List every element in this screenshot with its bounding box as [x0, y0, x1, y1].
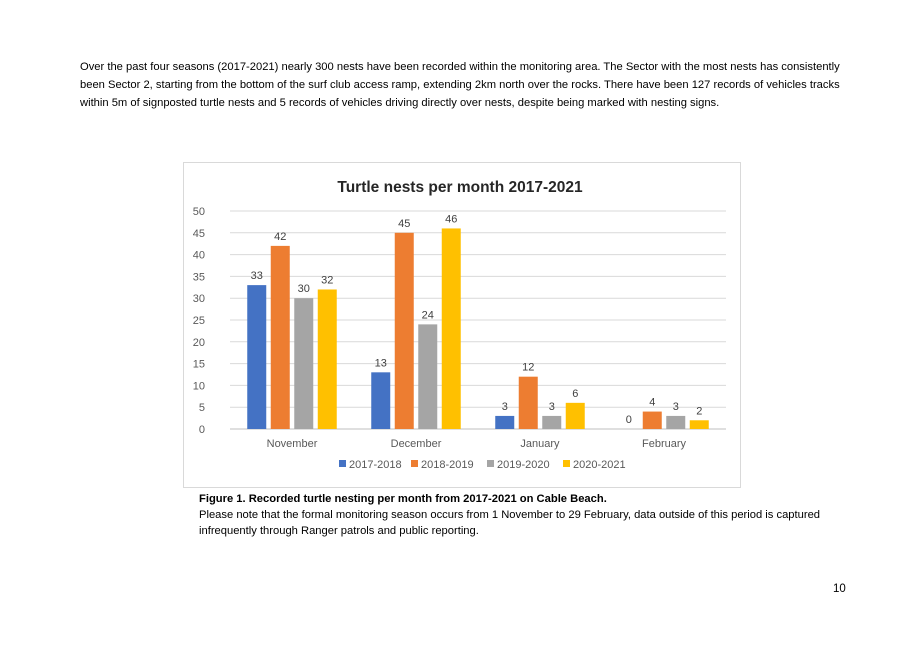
y-tick-label: 50 — [193, 206, 205, 218]
legend-label: 2019-2020 — [497, 459, 550, 471]
turtle-nests-bar-chart: Turtle nests per month 2017-202105101520… — [193, 179, 726, 471]
legend-swatch — [563, 460, 570, 467]
chart-title: Turtle nests per month 2017-2021 — [337, 179, 583, 196]
data-label: 42 — [274, 231, 286, 243]
bar-2017-2018 — [247, 285, 267, 429]
data-label: 24 — [422, 309, 434, 321]
data-label: 6 — [572, 388, 578, 400]
data-label: 33 — [251, 270, 263, 282]
bar-2017-2018 — [495, 415, 515, 429]
y-tick-label: 0 — [199, 424, 205, 436]
legend-swatch — [411, 460, 418, 467]
bar-2019-2020 — [294, 298, 314, 429]
data-label: 3 — [549, 401, 555, 413]
figure-caption-title: Figure 1. Recorded turtle nesting per mo… — [199, 493, 607, 505]
legend-label: 2018-2019 — [421, 459, 474, 471]
data-label: 0 — [626, 414, 632, 426]
bar-2019-2020 — [418, 324, 438, 429]
legend-label: 2017-2018 — [349, 459, 402, 471]
y-tick-label: 15 — [193, 359, 205, 371]
figure-caption: Figure 1. Recorded turtle nesting per mo… — [199, 491, 839, 539]
bar-2020-2021 — [441, 228, 461, 429]
bar-2017-2018 — [371, 372, 391, 429]
x-tick-label: November — [267, 438, 318, 450]
bar-2020-2021 — [317, 289, 337, 429]
legend-swatch — [487, 460, 494, 467]
data-label: 2 — [696, 405, 702, 417]
bar-2019-2020 — [666, 415, 686, 429]
bar-2018-2019 — [270, 245, 290, 429]
legend-swatch — [339, 460, 346, 467]
y-tick-label: 45 — [193, 228, 205, 240]
intro-paragraph: Over the past four seasons (2017-2021) n… — [80, 61, 840, 109]
data-label: 32 — [321, 274, 333, 286]
data-label: 4 — [649, 397, 655, 409]
bar-2020-2021 — [565, 402, 585, 429]
y-tick-label: 25 — [193, 315, 205, 327]
x-tick-label: January — [520, 438, 560, 450]
data-label: 3 — [673, 401, 679, 413]
data-label: 12 — [522, 362, 534, 374]
bar-2019-2020 — [542, 415, 562, 429]
data-label: 3 — [502, 401, 508, 413]
bar-2020-2021 — [689, 420, 709, 429]
x-tick-label: December — [391, 438, 442, 450]
y-tick-label: 10 — [193, 380, 205, 392]
y-tick-label: 30 — [193, 293, 205, 305]
data-label: 46 — [445, 213, 457, 225]
y-tick-label: 35 — [193, 271, 205, 283]
data-label: 30 — [298, 283, 310, 295]
data-label: 13 — [375, 357, 387, 369]
x-tick-label: February — [642, 438, 687, 450]
figure-caption-note: Please note that the formal monitoring s… — [199, 509, 821, 537]
bar-2018-2019 — [642, 411, 662, 429]
bar-2018-2019 — [518, 376, 538, 429]
y-tick-label: 40 — [193, 250, 205, 262]
data-label: 45 — [398, 218, 410, 230]
y-tick-label: 5 — [199, 402, 205, 414]
legend-label: 2020-2021 — [573, 459, 626, 471]
page-number: 10 — [833, 583, 846, 595]
chart-container: Turtle nests per month 2017-2021 0 5 10 15 20… — [183, 162, 741, 488]
bar-2018-2019 — [394, 232, 414, 429]
y-tick-label: 20 — [193, 337, 205, 349]
